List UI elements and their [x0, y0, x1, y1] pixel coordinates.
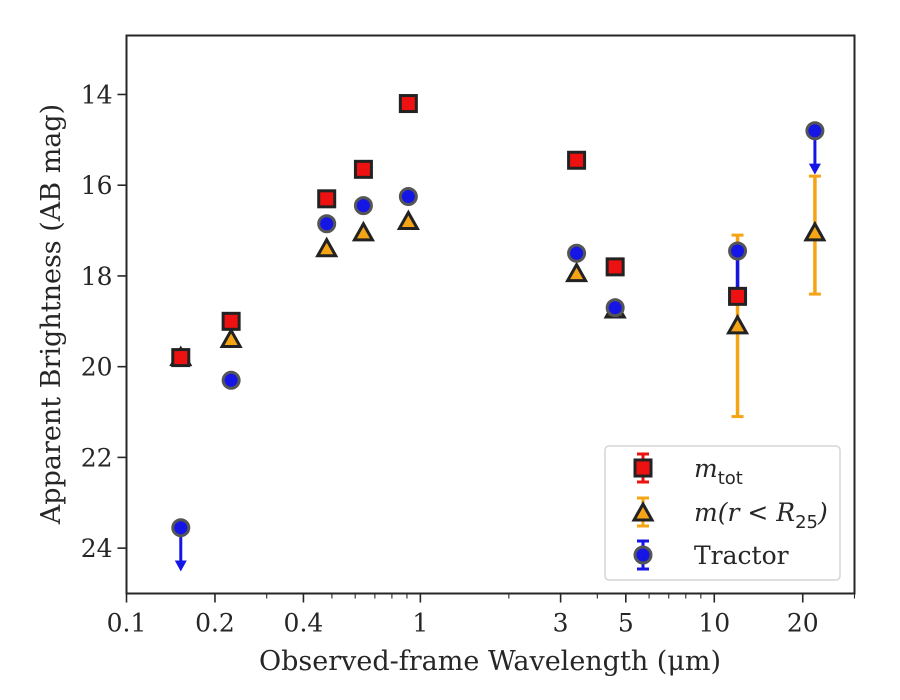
x-tick-label: 0.2	[195, 609, 235, 638]
m-tot-point	[221, 311, 241, 331]
y-axis-label: Apparent Brightness (AB mag)	[36, 104, 67, 525]
m-r25-point	[315, 236, 339, 258]
y-tick-label: 16	[81, 171, 113, 200]
tractor-point	[728, 241, 748, 261]
tractor-point	[567, 243, 587, 263]
m-tot-point	[353, 159, 373, 179]
y-tick-label: 24	[81, 534, 113, 563]
legend-entry: m(r < R25)	[631, 496, 828, 533]
tractor-point	[398, 187, 418, 207]
legend-entry: Tractor	[633, 539, 789, 571]
tractor-point	[317, 214, 337, 234]
x-tick-label: 0.1	[107, 609, 147, 638]
m-r25-point	[219, 327, 243, 348]
m-tot-point	[171, 348, 191, 368]
legend-marker-circle	[633, 545, 653, 565]
m-r25-point	[565, 261, 589, 283]
tractor-point	[353, 196, 373, 216]
x-tick-label: 5	[618, 609, 634, 638]
legend: mtot m(r < R25) Tractor	[604, 445, 841, 581]
x-tick-label: 10	[698, 609, 730, 638]
m-r25-point	[396, 209, 420, 230]
legend-box	[604, 445, 841, 581]
x-tick-label: 3	[553, 609, 569, 638]
m-tot-point	[728, 286, 748, 306]
y-tick-label: 18	[81, 262, 113, 291]
legend-label: m(r < R25)	[694, 498, 828, 533]
tractor-point	[171, 518, 191, 538]
m-tot-point	[605, 257, 625, 277]
x-tick-label: 1	[412, 609, 428, 638]
tractor-point	[221, 370, 241, 390]
y-tick-label: 22	[81, 443, 113, 472]
legend-entry: mtot	[633, 452, 743, 489]
x-tick-label: 0.4	[284, 609, 324, 638]
y-tick-label: 14	[81, 80, 113, 109]
m-tot-point	[567, 150, 587, 170]
m-tot-point	[317, 189, 337, 209]
m-tot-point	[398, 94, 418, 114]
m-r25-point	[803, 220, 827, 242]
legend-label: mtot	[694, 454, 743, 489]
m-r25-point	[351, 220, 375, 242]
plot-frame	[125, 34, 856, 595]
legend-label: Tractor	[694, 541, 789, 570]
legend-marker-triangle	[631, 500, 655, 522]
tractor-point	[805, 121, 825, 141]
tractor-point	[605, 298, 625, 318]
legend-marker-square	[633, 458, 653, 478]
upper-limit-head	[174, 560, 187, 572]
x-tick-label: 20	[787, 609, 819, 638]
m-r25-point	[725, 313, 750, 335]
y-tick-label: 20	[81, 353, 113, 382]
upper-limit-head	[808, 163, 821, 175]
x-axis-label: Observed-frame Wavelength (μm)	[259, 646, 721, 677]
